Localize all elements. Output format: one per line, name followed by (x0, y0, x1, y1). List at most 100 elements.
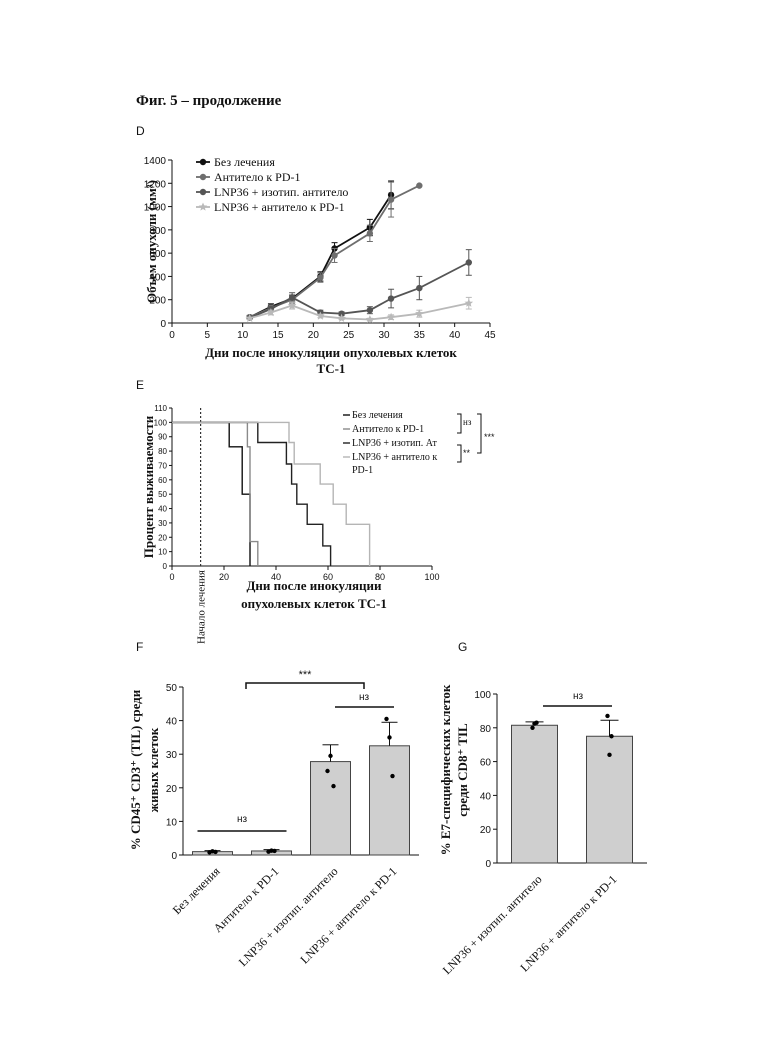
d-x-tick-label: 25 (343, 330, 355, 341)
f-bar (370, 746, 410, 855)
e-legend-label: Без лечения (352, 410, 403, 421)
f-data-point (328, 754, 332, 758)
d-legend-label: LNP36 + антитело к PD-1 (214, 200, 345, 214)
f-category-label: Без лечения (170, 864, 223, 917)
g-y-tick-label: 20 (480, 825, 492, 836)
d-y-tick-label: 1400 (144, 156, 167, 167)
f-sig-bracket-2 (246, 683, 364, 689)
f-data-point (384, 717, 388, 721)
d-point-3 (366, 315, 375, 323)
e-y-tick-label: 60 (158, 476, 167, 485)
d-point-2 (388, 295, 394, 301)
d-point-2 (416, 285, 422, 291)
d-point-1 (416, 182, 422, 188)
d-x-tick-label: 5 (205, 330, 211, 341)
g-y-tick-label: 40 (480, 791, 492, 802)
d-point-2 (367, 307, 373, 313)
e-sig-label-1: нз (463, 417, 472, 427)
g-y-tick-label: 60 (480, 758, 492, 769)
f-y-tick-label: 20 (166, 784, 178, 795)
chart-d-tumor-volume: 0200400600800100012001400051015202530354… (0, 0, 780, 1046)
d-legend-marker (200, 159, 206, 165)
d-x-tick-label: 40 (449, 330, 461, 341)
g-y-tick-label: 100 (474, 690, 491, 701)
d-x-tick-label: 30 (378, 330, 390, 341)
e-sig-bracket-1 (457, 414, 461, 433)
f-data-point (272, 849, 276, 853)
d-legend-label: Антитело к PD-1 (214, 170, 300, 184)
g-data-point (607, 753, 611, 757)
f-y-tick-label: 50 (166, 683, 178, 694)
e-sig-bracket-3 (457, 445, 461, 462)
d-point-1 (367, 230, 373, 236)
e-x-axis-label: Дни после инокуляции (246, 578, 382, 593)
d-point-1 (317, 274, 323, 280)
e-x-tick-label: 0 (169, 572, 174, 582)
e-survival-line-2 (172, 422, 331, 566)
d-legend-label: LNP36 + изотип. антитело (214, 185, 348, 199)
e-survival-line-0 (172, 422, 250, 566)
d-point-3 (337, 314, 346, 322)
e-y-tick-label: 10 (158, 548, 167, 557)
d-y-axis-label: Объем опухоли (мм³) (144, 180, 159, 303)
d-x-tick-label: 10 (237, 330, 249, 341)
e-x-tick-label: 100 (424, 572, 439, 582)
d-x-axis-label-line2: ТС-1 (317, 361, 346, 376)
d-legend-marker (200, 189, 206, 195)
e-y-tick-label: 40 (158, 505, 167, 514)
e-y-tick-label: 70 (158, 461, 167, 470)
e-treatment-start-label: Начало лечения (196, 570, 208, 644)
d-x-tick-label: 35 (414, 330, 426, 341)
f-y-tick-label: 40 (166, 717, 178, 728)
d-x-tick-label: 15 (272, 330, 284, 341)
f-sig-label-1: нз (237, 814, 248, 825)
e-y-tick-label: 80 (158, 447, 167, 456)
g-bar (512, 725, 558, 863)
d-x-tick-label: 45 (484, 330, 496, 341)
d-point-1 (388, 196, 394, 202)
e-sig-label-3: ** (463, 448, 471, 458)
e-survival-line-3 (172, 422, 370, 566)
e-x-tick-label: 20 (219, 572, 229, 582)
g-sig-label: нз (573, 691, 584, 702)
e-y-tick-label: 110 (154, 404, 167, 413)
d-point-1 (331, 252, 337, 258)
e-y-tick-label: 90 (158, 433, 167, 442)
f-y-tick-label: 10 (166, 817, 178, 828)
g-data-point (534, 721, 538, 725)
d-x-axis-label: Дни после инокуляции опухолевых клеток (205, 345, 457, 360)
e-sig-label-2: *** (484, 432, 495, 442)
f-data-point (390, 774, 394, 778)
f-sig-label-2: *** (299, 669, 313, 681)
e-x-axis-label-line2: опухолевых клеток ТС-1 (241, 596, 387, 611)
e-y-tick-label: 20 (158, 533, 167, 542)
e-y-tick-label: 50 (158, 490, 167, 499)
g-data-point (609, 734, 613, 738)
e-legend-label: LNP36 + изотип. Ат (352, 438, 437, 449)
f-data-point (331, 784, 335, 788)
g-y-tick-label: 80 (480, 724, 492, 735)
g-y-axis-label: % Е7-специфических клеток (438, 684, 453, 855)
f-sig-label-3: нз (359, 692, 370, 703)
f-data-point (325, 769, 329, 773)
e-y-tick-label: 30 (158, 519, 167, 528)
d-legend-marker (199, 203, 208, 211)
e-y-axis-label: Процент выживаемости (141, 415, 156, 558)
e-legend-label-line2: PD-1 (352, 465, 373, 476)
d-y-tick-label: 0 (160, 319, 166, 330)
f-y-axis-label: % CD45⁺ CD3⁺ (TIL) среди (128, 689, 143, 850)
d-x-tick-label: 20 (308, 330, 320, 341)
g-data-point (605, 714, 609, 718)
d-x-tick-label: 0 (169, 330, 175, 341)
f-y-axis-label-line2: живых клеток (146, 727, 161, 812)
g-data-point (530, 726, 534, 730)
d-legend-label: Без лечения (214, 155, 275, 169)
e-sig-bracket-2 (477, 414, 481, 453)
g-y-axis-label-line2: среди CD8⁺ TIL (455, 723, 470, 817)
d-legend-marker (200, 174, 206, 180)
f-y-tick-label: 0 (171, 851, 177, 862)
e-legend-label: LNP36 + антитело к (352, 452, 437, 463)
f-bar (311, 762, 351, 855)
d-point-2 (289, 294, 295, 300)
d-point-2 (466, 259, 472, 265)
